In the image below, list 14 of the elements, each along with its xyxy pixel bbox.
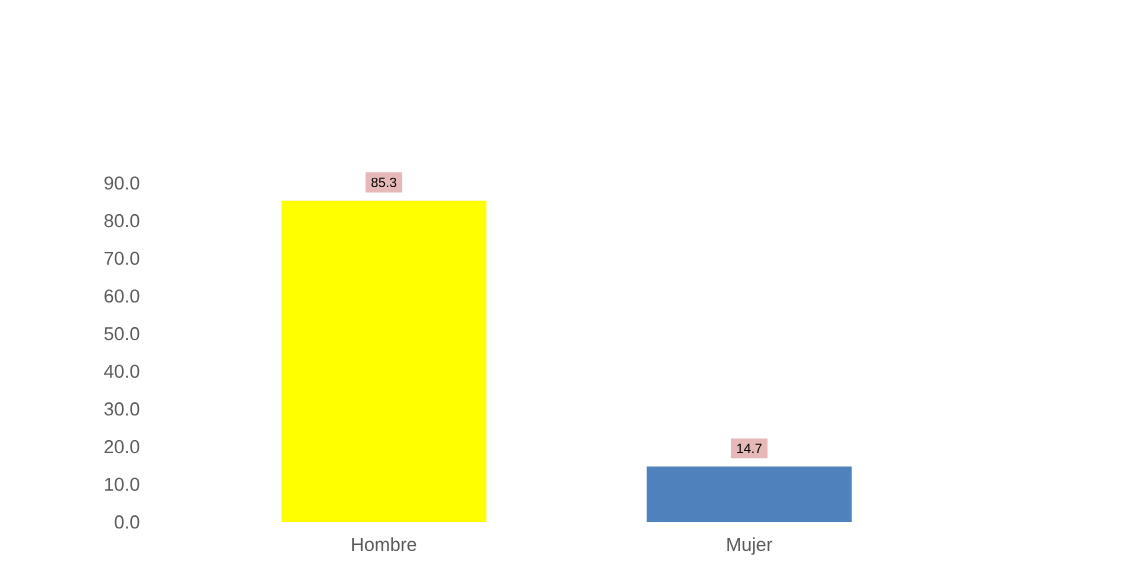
y-tick-label: 20.0 — [104, 440, 140, 454]
data-label: 14.7 — [737, 443, 762, 454]
y-tick-label: 90.0 — [104, 176, 140, 190]
y-tick-label: 50.0 — [104, 327, 140, 341]
y-tick-label: 0.0 — [114, 515, 140, 529]
y-tick-label: 30.0 — [104, 402, 140, 416]
y-tick-label: 60.0 — [104, 289, 140, 303]
y-tick-label: 40.0 — [104, 364, 140, 378]
y-tick-label: 70.0 — [104, 251, 140, 265]
y-tick-label: 10.0 — [105, 477, 140, 491]
x-tick-label: Hombre — [352, 537, 417, 552]
x-tick-label: Mujer — [727, 537, 773, 555]
y-tick-label: 80.0 — [104, 214, 140, 228]
data-label: 85.3 — [371, 177, 397, 188]
